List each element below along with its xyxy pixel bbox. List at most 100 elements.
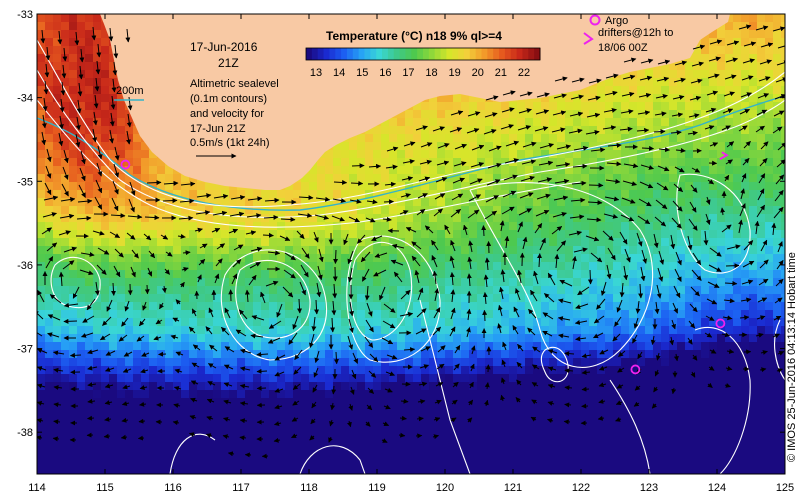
velocity-arrow	[673, 183, 683, 193]
velocity-arrow	[772, 333, 780, 339]
velocity-arrow	[366, 199, 378, 205]
velocity-arrow	[725, 365, 733, 371]
y-tick-label: -38	[17, 427, 33, 439]
velocity-arrow	[755, 25, 769, 31]
velocity-arrow	[301, 247, 310, 259]
velocity-arrow	[247, 196, 263, 202]
velocity-arrow	[656, 182, 669, 191]
velocity-arrow	[505, 140, 520, 147]
velocity-arrow	[126, 130, 131, 145]
velocity-arrow	[37, 400, 45, 406]
velocity-arrow	[563, 419, 571, 425]
velocity-arrow	[691, 61, 704, 67]
velocity-arrow	[449, 326, 456, 337]
velocity-arrow	[435, 177, 448, 183]
velocity-arrow	[37, 383, 46, 389]
velocity-arrow	[349, 198, 362, 204]
velocity-arrow	[658, 250, 665, 265]
velocity-arrow	[756, 109, 768, 116]
velocity-arrow	[639, 75, 653, 81]
colorbar-swatch	[370, 48, 377, 60]
velocity-arrow	[313, 231, 319, 243]
velocity-arrow	[279, 235, 291, 241]
velocity-arrow	[333, 179, 348, 185]
colorbar-labels: 13 14 15 16 17 18 19 20 21 22	[310, 67, 530, 79]
velocity-arrow	[471, 144, 485, 151]
argo-float-marker	[120, 159, 131, 170]
velocity-arrow	[207, 363, 217, 369]
velocity-arrow	[619, 282, 625, 298]
velocity-arrow	[314, 350, 320, 363]
velocity-arrow	[740, 188, 746, 200]
colorbar-swatch	[446, 48, 453, 60]
velocity-arrow	[743, 140, 751, 149]
velocity-arrow	[692, 354, 698, 361]
coastline-land	[100, 14, 730, 190]
velocity-arrow	[692, 252, 702, 266]
velocity-arrow	[175, 351, 184, 357]
velocity-arrow	[722, 315, 733, 321]
velocity-arrow	[635, 300, 641, 314]
velocity-arrow	[361, 268, 370, 282]
velocity-arrow	[689, 95, 702, 101]
velocity-arrow	[206, 398, 215, 404]
velocity-arrow	[634, 385, 641, 391]
velocity-arrow	[44, 63, 50, 78]
velocity-arrow	[536, 193, 551, 200]
velocity-arrow	[467, 209, 480, 219]
velocity-arrow	[553, 93, 567, 99]
velocity-arrow	[191, 362, 200, 368]
velocity-arrow	[522, 141, 537, 148]
velocity-arrow	[343, 233, 349, 246]
velocity-arrow	[105, 350, 116, 356]
velocity-arrow	[598, 399, 606, 404]
velocity-arrow	[569, 214, 585, 220]
velocity-arrow	[535, 109, 550, 115]
velocity-arrow	[575, 336, 587, 342]
velocity-arrow	[78, 65, 84, 80]
velocity-arrow	[672, 302, 678, 314]
velocity-arrow	[140, 368, 149, 374]
velocity-arrow	[672, 95, 685, 100]
velocity-arrow	[416, 208, 426, 216]
velocity-arrow	[198, 259, 206, 266]
velocity-arrow	[52, 436, 60, 442]
velocity-arrow	[513, 306, 520, 318]
x-tick-label: 121	[504, 482, 522, 494]
velocity-arrow	[206, 415, 214, 421]
velocity-arrow	[419, 159, 432, 165]
x-tick-label: 119	[368, 482, 386, 494]
velocity-arrow	[246, 213, 262, 219]
velocity-arrow	[689, 201, 697, 213]
velocity-arrow	[300, 264, 309, 278]
velocity-arrow	[450, 417, 457, 423]
velocity-arrow	[347, 335, 354, 350]
velocity-arrow	[314, 214, 329, 220]
velocity-arrow	[742, 158, 750, 166]
velocity-arrow	[62, 166, 69, 180]
velocity-arrow	[673, 353, 679, 362]
velocity-arrow	[292, 315, 299, 330]
velocity-arrow	[205, 326, 213, 335]
velocity-arrow	[654, 369, 660, 377]
velocity-arrow	[173, 403, 181, 408]
velocity-arrow	[373, 269, 387, 277]
velocity-arrow	[436, 160, 450, 166]
velocity-arrow	[636, 232, 643, 247]
velocity-arrow	[772, 26, 785, 32]
velocity-arrow	[632, 334, 638, 344]
velocity-arrow	[605, 73, 619, 79]
velocity-arrow	[249, 261, 261, 269]
velocity-arrow	[738, 125, 748, 132]
velocity-arrow	[757, 188, 765, 201]
velocity-arrow	[777, 43, 785, 49]
velocity-arrow	[502, 190, 517, 198]
velocity-arrow	[449, 272, 455, 286]
velocity-arrow	[163, 180, 179, 186]
velocity-arrow	[131, 249, 139, 259]
colorbar-swatch	[499, 48, 506, 60]
argo-markers	[120, 151, 729, 375]
x-tick-label: 115	[96, 482, 114, 494]
velocity-arrow	[144, 215, 160, 221]
velocity-arrow	[607, 247, 616, 261]
